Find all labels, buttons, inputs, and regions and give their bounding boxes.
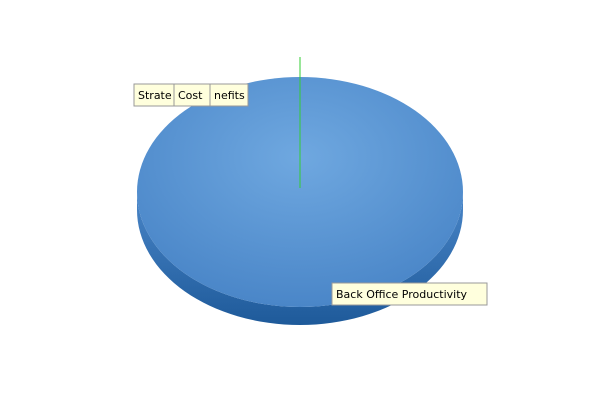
data-label-cost: Cost [173, 83, 211, 107]
data-label-strategic: Strate [133, 83, 179, 107]
data-label-back-office-productivity-box [331, 282, 488, 306]
data-label-back-office-productivity-text: Back Office Productivity [336, 288, 468, 301]
data-label-back-office-productivity: Back Office Productivity [331, 282, 488, 306]
data-label-benefits: nefits [209, 83, 249, 107]
data-label-cost-box [173, 83, 211, 107]
pie-slice-back-office-productivity [137, 77, 463, 307]
data-label-benefits-text: nefits [214, 89, 245, 102]
data-label-cost-text: Cost [178, 89, 203, 102]
data-label-strategic-text: Strate [138, 89, 172, 102]
